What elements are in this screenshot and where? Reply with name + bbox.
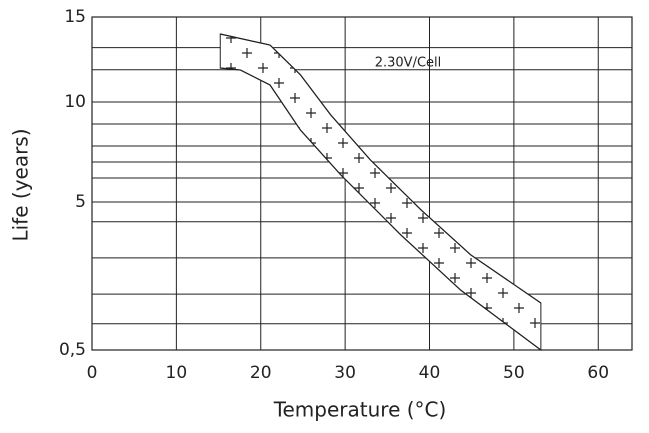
y-tick-label: 0,5 [59, 340, 86, 360]
x-tick-label: 60 [587, 363, 609, 383]
x-tick-label: 0 [87, 363, 98, 383]
y-tick-label: 10 [64, 92, 86, 112]
x-tick-label: 30 [334, 363, 356, 383]
x-axis-title: Temperature (°C) [273, 398, 447, 422]
band-edge [220, 33, 542, 304]
x-tick-label: 10 [166, 363, 188, 383]
y-axis-title: Life (years) [9, 128, 33, 241]
y-tick-label: 5 [75, 192, 86, 212]
x-tick-label: 20 [250, 363, 272, 383]
y-tick-label: 15 [64, 7, 86, 27]
x-tick-label: 40 [419, 363, 441, 383]
band-edge [220, 67, 542, 351]
annotation: 2.30V/Cell [375, 56, 442, 71]
band-pattern [219, 33, 542, 351]
plot-frame [91, 16, 633, 351]
x-tick-label: 50 [503, 363, 525, 383]
